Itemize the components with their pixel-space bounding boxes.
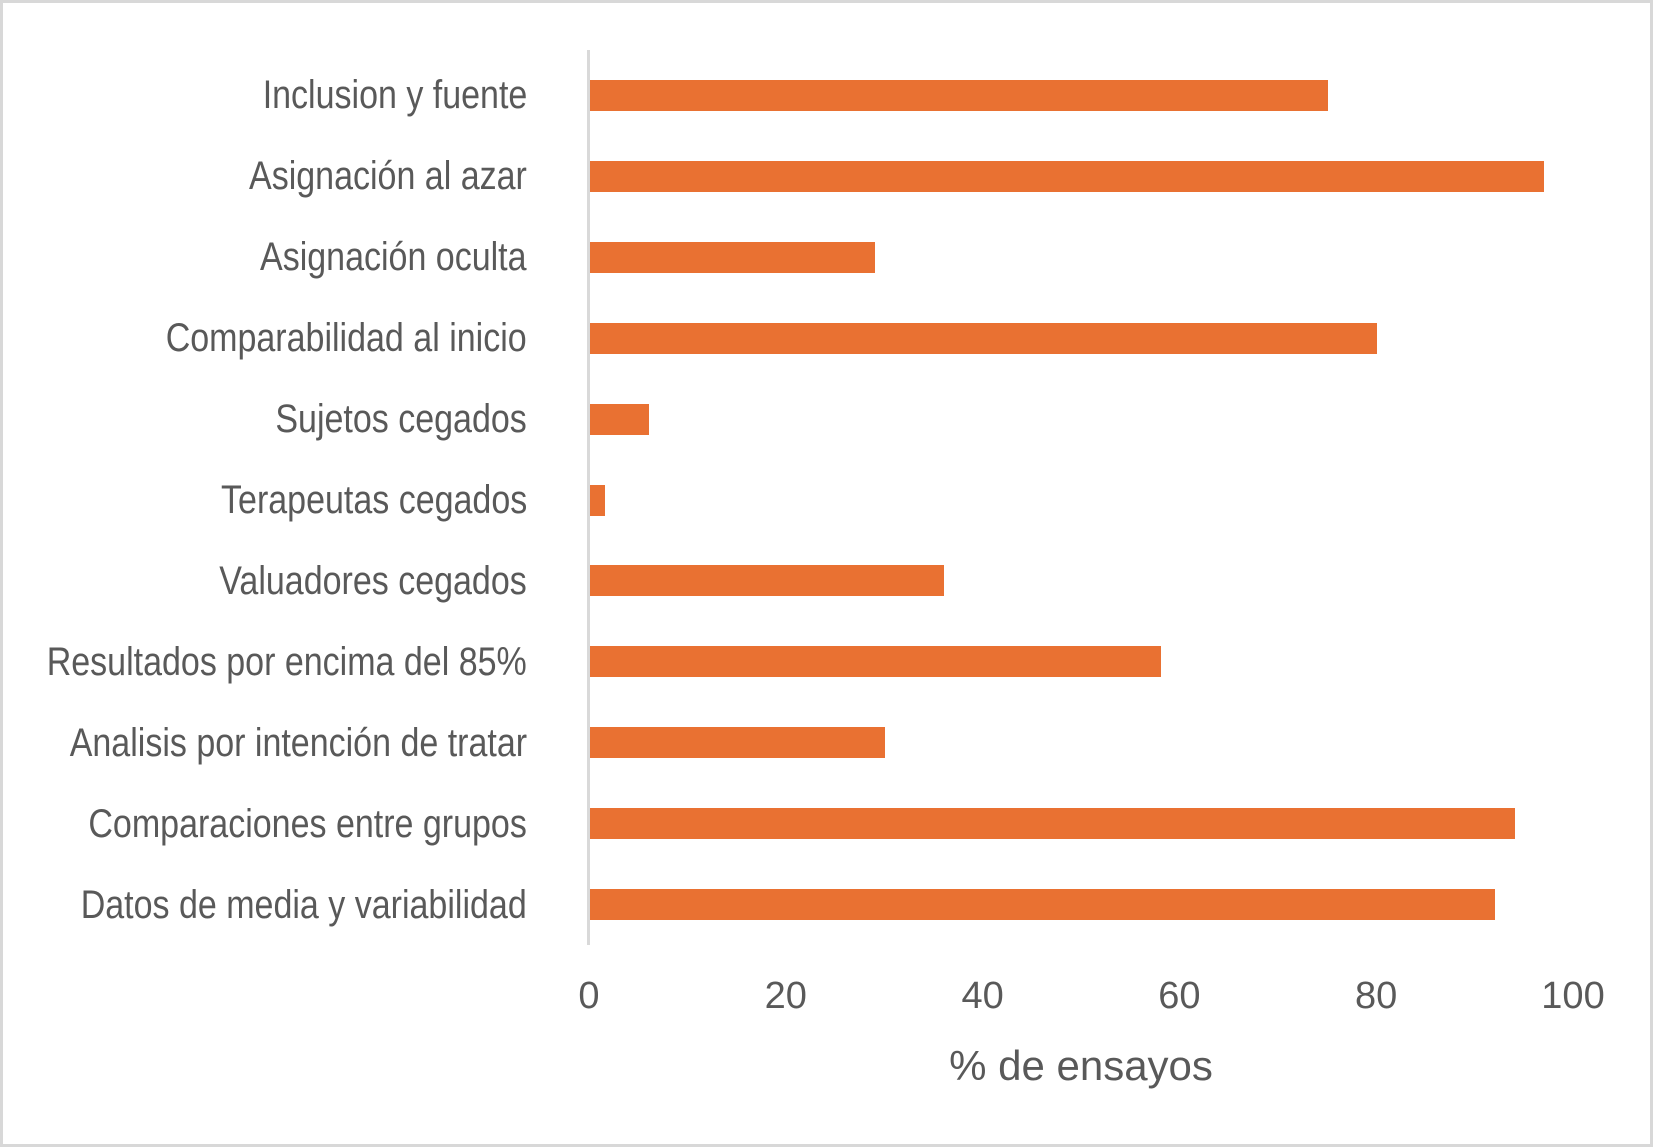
x-tick-label: 0 [578, 975, 600, 1017]
x-tick-label: 80 [1355, 975, 1398, 1017]
category-label: Comparabilidad al inicio [166, 316, 527, 361]
bar [590, 889, 1495, 921]
x-tick-label: 100 [1541, 975, 1605, 1017]
bar [590, 484, 605, 516]
bar [590, 565, 944, 597]
bar [590, 160, 1544, 192]
category-label: Comparaciones entre grupos [88, 801, 527, 846]
y-axis-line [587, 50, 590, 945]
category-label: Terapeutas cegados [220, 478, 527, 522]
category-label: Asignación al azar [249, 154, 527, 199]
bar [590, 79, 1328, 111]
category-label: Datos de media y variabilidad [80, 882, 527, 927]
category-label: Resultados por encima del 85% [46, 639, 527, 684]
category-label: Inclusion y fuente [262, 73, 527, 118]
bar [590, 727, 885, 759]
category-label: Sujetos cegados [275, 397, 527, 442]
bar [590, 241, 875, 273]
x-tick-label: 20 [764, 975, 807, 1017]
bar [590, 403, 649, 435]
category-label: Valuadores cegados [219, 558, 527, 603]
category-label: Asignación oculta [260, 235, 527, 280]
bar [590, 322, 1377, 354]
x-tick-label: 40 [961, 975, 1004, 1017]
bar [590, 808, 1515, 840]
x-axis-title: % de ensayos [949, 1042, 1213, 1089]
x-tick-label: 60 [1158, 975, 1201, 1017]
category-label: Analisis por intención de tratar [69, 720, 527, 765]
bar [590, 646, 1161, 678]
